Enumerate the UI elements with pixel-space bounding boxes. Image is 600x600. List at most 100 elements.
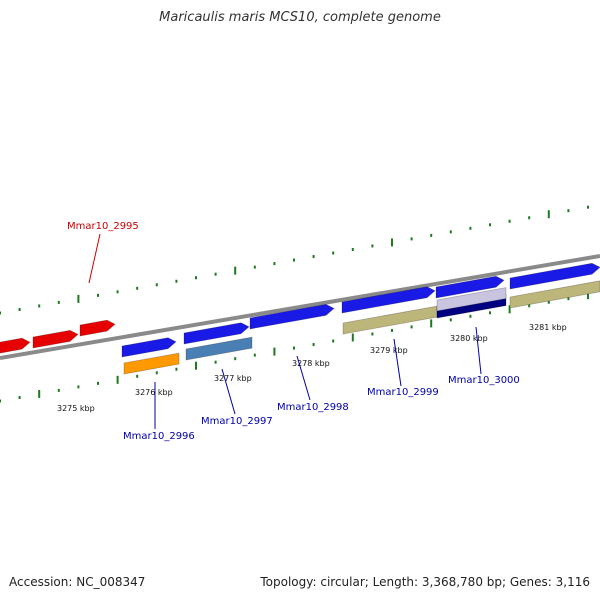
minor-tick: [57, 300, 60, 304]
major-tick: [430, 319, 433, 328]
backbone-line: [0, 254, 600, 360]
gene-label: Mmar10_2999: [367, 387, 439, 398]
gene-label-leader: [88, 233, 101, 284]
major-tick: [77, 294, 80, 303]
minor-tick: [332, 251, 335, 255]
minor-tick: [155, 371, 158, 375]
axis-kbp-label: 3275 kbp: [57, 404, 95, 413]
gene-blue-2999: [341, 286, 436, 314]
minor-tick: [175, 279, 178, 283]
minor-tick: [587, 205, 589, 209]
minor-tick: [489, 311, 491, 315]
major-tick: [351, 333, 354, 342]
gene-label-leader: [296, 355, 311, 401]
minor-tick: [312, 255, 315, 259]
minor-tick: [469, 226, 472, 230]
feature-labels: 3275 kbp 3276 kbp 3277 kbp 3278 kbp 3279 kbp…: [57, 221, 567, 442]
axis-kbp-label: 3276 kbp: [135, 388, 173, 397]
minor-tick: [547, 300, 550, 304]
gene-red-1: [0, 337, 31, 354]
lower-tick-track: [0, 291, 589, 403]
axis-kbp-label: 3281 kbp: [529, 323, 567, 332]
gene-blue-2996: [121, 337, 177, 358]
minor-tick: [214, 272, 217, 276]
gene-blue-2997: [183, 322, 250, 345]
gene-red-2: [32, 329, 79, 349]
genome-backbone: [0, 254, 600, 360]
minor-tick: [371, 332, 374, 336]
minor-tick: [253, 353, 256, 357]
gene-blue-3001: [509, 262, 600, 290]
minor-tick: [0, 311, 1, 315]
minor-tick: [430, 233, 433, 237]
gene-label-leader: [475, 326, 482, 375]
minor-tick: [77, 385, 80, 389]
gene-label: Mmar10_2997: [201, 416, 273, 427]
minor-tick: [273, 262, 276, 266]
gene-red-3: [79, 319, 116, 337]
minor-tick: [489, 223, 491, 227]
major-tick: [195, 361, 197, 370]
axis-kbp-label: 3279 kbp: [370, 346, 408, 355]
minor-tick: [293, 258, 295, 262]
major-tick: [234, 266, 237, 275]
gene-lavender: [436, 287, 507, 312]
accession-label: Accession: NC_008347: [9, 575, 146, 589]
axis-kbp-label: 3280 kbp: [450, 334, 488, 343]
minor-tick: [567, 209, 570, 213]
gene-khaki-2: [509, 280, 600, 309]
minor-tick: [136, 374, 139, 378]
minor-tick: [253, 265, 256, 269]
genome-summary-label: Topology: circular; Length: 3,368,780 bp…: [260, 575, 590, 589]
major-tick: [116, 375, 119, 384]
minor-tick: [469, 314, 472, 318]
gene-label: Mmar10_2998: [277, 402, 349, 413]
gene-features: [0, 262, 600, 375]
minor-tick: [214, 360, 217, 364]
minor-tick: [410, 237, 413, 241]
major-tick: [587, 291, 589, 300]
minor-tick: [116, 290, 119, 294]
major-tick: [38, 389, 41, 398]
minor-tick: [312, 343, 315, 347]
minor-tick: [371, 244, 374, 248]
gene-steelblue: [185, 336, 253, 361]
major-tick: [508, 305, 511, 314]
minor-tick: [136, 286, 139, 290]
major-tick: [273, 347, 276, 356]
axis-kbp-label: 3277 kbp: [214, 374, 252, 383]
minor-tick: [332, 339, 335, 343]
minor-tick: [410, 325, 413, 329]
upper-tick-track: [0, 205, 589, 315]
minor-tick: [18, 307, 21, 311]
gene-label-leader: [221, 368, 236, 415]
gene-blue-2998: [249, 303, 335, 330]
minor-tick: [391, 328, 393, 332]
minor-tick: [18, 395, 21, 399]
gene-label: Mmar10_2996: [123, 431, 195, 442]
minor-tick: [38, 304, 41, 308]
minor-tick: [195, 276, 197, 280]
minor-tick: [293, 346, 295, 350]
gene-label: Mmar10_2995: [67, 221, 139, 232]
minor-tick: [449, 318, 452, 322]
minor-tick: [449, 230, 452, 234]
minor-tick: [175, 367, 178, 371]
minor-tick: [508, 219, 511, 223]
minor-tick: [0, 399, 1, 403]
gene-label: Mmar10_3000: [448, 375, 520, 386]
map-title: Maricaulis maris MCS10, complete genome: [159, 10, 441, 25]
minor-tick: [567, 297, 570, 301]
minor-tick: [97, 381, 99, 385]
gene-blue-3000: [435, 275, 505, 299]
gene-orange: [123, 352, 180, 375]
major-tick: [547, 210, 550, 219]
axis-kbp-label: 3278 kbp: [292, 359, 330, 368]
minor-tick: [528, 216, 531, 220]
minor-tick: [234, 357, 237, 361]
minor-tick: [57, 388, 60, 392]
major-tick: [391, 238, 393, 247]
minor-tick: [97, 293, 99, 297]
minor-tick: [351, 247, 354, 251]
